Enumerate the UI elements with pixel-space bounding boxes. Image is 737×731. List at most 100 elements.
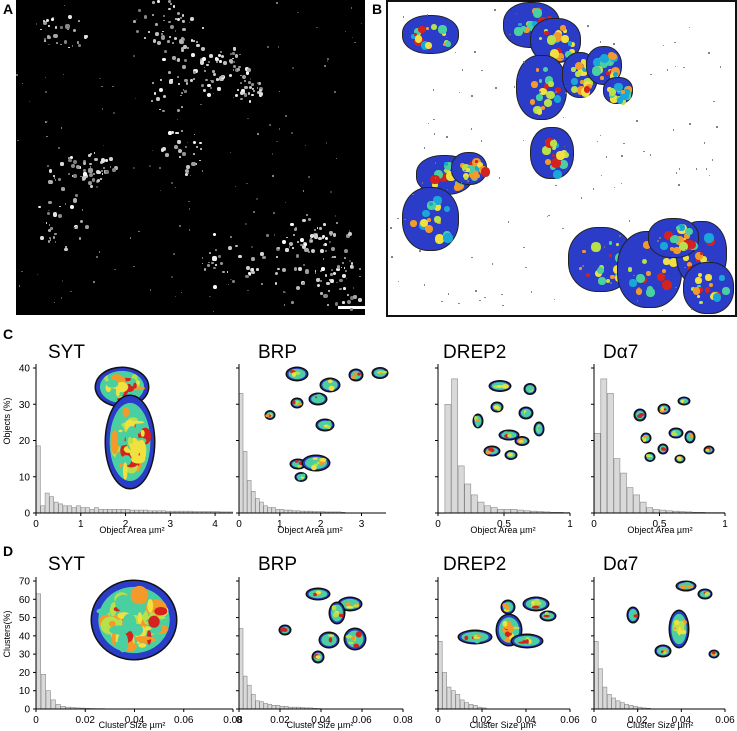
fluorescence-spot [331, 255, 334, 258]
fluorescence-spot [105, 170, 109, 174]
noise-speckle [44, 76, 47, 78]
heat-spot [438, 173, 449, 183]
fluorescence-spot [170, 3, 172, 5]
y-tick-label: 0 [24, 705, 30, 716]
heat-spot [684, 233, 691, 240]
fluorescence-spot [212, 232, 216, 236]
x-tick-label: 1 [567, 519, 573, 530]
heat-noise [719, 66, 722, 68]
heat-spot [569, 49, 575, 55]
heat-noise [582, 265, 584, 267]
fluorescence-spot [238, 65, 241, 69]
fluorescence-spot [53, 177, 56, 179]
fluorescence-spot [152, 13, 155, 16]
noise-speckle [324, 65, 326, 67]
noise-speckle [351, 36, 354, 39]
fluorescence-spot [183, 58, 187, 62]
fluorescence-spot [187, 172, 190, 175]
brp-cluster-spot [338, 613, 344, 618]
fluorescence-spot [38, 205, 41, 208]
heat-noise [427, 122, 430, 125]
fluorescence-spot [61, 187, 65, 191]
fluorescence-spot [81, 209, 84, 211]
fluorescence-spot [193, 68, 198, 73]
heat-spot [555, 86, 562, 93]
brp-object-spot [319, 457, 327, 462]
fluorescence-spot [190, 79, 193, 82]
noise-speckle [291, 132, 293, 134]
histogram-bar [243, 675, 248, 710]
heat-spot [620, 91, 630, 101]
fluorescence-spot [213, 266, 216, 270]
fluorescence-spot [248, 85, 253, 90]
fluorescence-spot [42, 19, 45, 22]
fluorescence-spot [304, 269, 309, 274]
histogram-bar [464, 483, 472, 514]
histogram-bar [473, 704, 478, 710]
fluorescence-spot [329, 278, 334, 283]
heat-noise [454, 51, 457, 54]
brp-cluster-spot [280, 627, 284, 632]
heat-noise [619, 235, 621, 237]
fluorescence-spot [54, 232, 57, 236]
fluorescence-spot [172, 42, 175, 45]
heat-spot [699, 256, 707, 264]
heat-spot [643, 241, 652, 250]
noise-speckle [112, 85, 114, 88]
fluorescence-spot [326, 281, 330, 286]
fluorescence-spot [329, 231, 333, 236]
heat-spot [539, 37, 543, 41]
fluorescence-spot [344, 248, 349, 253]
fluorescence-spot [277, 246, 280, 250]
fluorescence-spot [210, 79, 212, 82]
fluorescence-spot [101, 158, 106, 163]
heat-spot [629, 279, 637, 287]
chart-title-c-da7: Dα7 [603, 342, 638, 363]
histogram-bar [116, 509, 122, 514]
drep2-cluster-spot [504, 637, 511, 643]
heat-noise [605, 156, 607, 158]
fluorescence-spot [330, 268, 333, 272]
brp-object-spot [328, 385, 335, 391]
heat-spot [433, 169, 443, 180]
heat-spot [688, 240, 697, 250]
heat-noise [495, 87, 497, 89]
brp-cluster-spot [345, 634, 353, 639]
fluorescence-spot [182, 20, 185, 23]
heat-noise [688, 26, 691, 29]
heat-spot [668, 257, 679, 268]
noise-speckle [21, 82, 24, 85]
drep2-cluster-spot [464, 635, 469, 641]
histogram-bar [613, 458, 621, 514]
noise-speckle [354, 41, 356, 44]
fluorescence-spot [48, 25, 51, 28]
heat-noise [471, 256, 473, 258]
fluorescence-spot [203, 70, 206, 73]
heat-noise [713, 100, 715, 102]
histogram-bar [62, 505, 68, 514]
fluorescence-spot [332, 271, 337, 275]
heat-noise [659, 237, 661, 239]
histogram-bar [44, 492, 50, 514]
fluorescence-spot [247, 272, 251, 276]
noise-speckle [159, 167, 161, 169]
heat-spot [718, 275, 725, 282]
histogram-bar [76, 505, 81, 514]
fluorescence-spot [212, 284, 218, 290]
panel-letter-c: C [3, 326, 14, 342]
heat-noise [446, 188, 449, 191]
heat-spot [418, 25, 426, 34]
fluorescence-spot [281, 239, 286, 244]
fluorescence-spot [256, 86, 259, 89]
heat-noise [471, 95, 473, 97]
brp-object-spot [311, 464, 317, 471]
heat-noise [675, 286, 677, 289]
heat-spot [477, 162, 484, 169]
brp-cluster-spot [332, 611, 339, 618]
noise-speckle [63, 4, 66, 7]
noise-speckle [306, 214, 308, 216]
drep2-cluster-spot [534, 598, 540, 604]
fluorescence-spot [232, 69, 235, 71]
histogram-bar [490, 507, 498, 514]
fluorescence-spot [215, 60, 218, 63]
